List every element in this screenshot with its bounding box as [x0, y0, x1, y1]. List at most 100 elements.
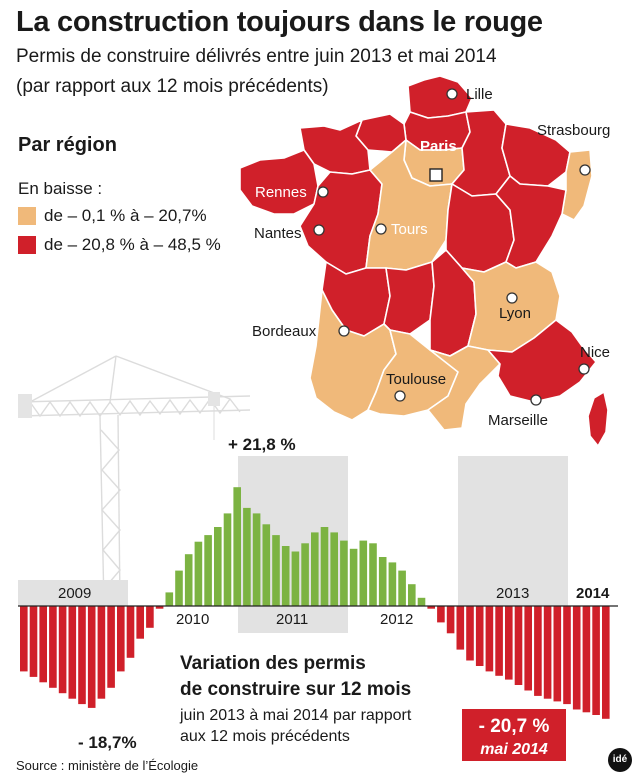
bar-11: [126, 606, 135, 658]
city-label-lyon: Lyon: [499, 305, 531, 322]
subtitle-line-2: (par rapport aux 12 mois précédents): [16, 76, 329, 97]
region-corse: [587, 391, 609, 447]
bar-33: [340, 540, 348, 606]
bar-35: [359, 540, 368, 606]
legend-item-dark: de – 20,8 % à – 48,5 %: [18, 235, 221, 255]
crane-hook: [208, 392, 220, 406]
bar-34: [349, 548, 358, 606]
region-lorraine: [501, 123, 571, 187]
year-label-2014: 2014: [576, 585, 610, 602]
publisher-logo: idé: [608, 748, 632, 772]
annotation-latest-date: mai 2014: [480, 741, 548, 758]
year-label-2010: 2010: [176, 611, 209, 628]
bar-28: [291, 551, 300, 606]
bar-23: [243, 507, 251, 606]
bar-18: [194, 541, 203, 606]
bar-2: [39, 606, 47, 683]
city-label-nice: Nice: [580, 344, 610, 361]
city-label-nantes: Nantes: [254, 225, 302, 242]
region-franche-comte: [495, 175, 567, 269]
city-markers: [313, 88, 591, 406]
chart-subtitle-line-2: aux 12 mois précédents: [180, 728, 350, 745]
bar-55: [553, 606, 562, 702]
bar-46: [466, 606, 474, 661]
bar-56: [563, 606, 571, 705]
bar-32: [330, 532, 338, 606]
bar-29: [301, 543, 309, 606]
bar-31: [320, 527, 329, 606]
source-note: Source : ministère de l’Écologie: [16, 758, 199, 773]
legend-heading: Par région: [18, 134, 117, 156]
bar-51: [514, 606, 523, 685]
bar-4: [58, 606, 67, 694]
bar-series: [20, 487, 610, 719]
latest-value-box: - 20,7 % mai 2014: [462, 709, 566, 761]
bar-57: [572, 606, 581, 710]
year-label-2011: 2011: [276, 611, 308, 628]
bar-5: [68, 606, 77, 699]
bar-45: [456, 606, 465, 650]
legend-item-light: de – 0,1 % à – 20,7%: [18, 206, 207, 226]
bar-7: [87, 606, 96, 708]
bar-13: [146, 606, 154, 628]
bar-19: [204, 535, 212, 606]
bar-21: [223, 513, 232, 607]
bar-15: [165, 592, 174, 606]
region-languedoc: [427, 345, 501, 431]
bar-41: [417, 597, 426, 606]
city-label-strasbourg: Strasbourg: [537, 122, 610, 139]
region-paca: [487, 319, 597, 403]
city-label-bordeaux: Bordeaux: [252, 323, 317, 340]
bar-12: [136, 606, 144, 639]
annotation-latest-value: - 20,7 %: [479, 716, 550, 737]
bar-38: [388, 562, 397, 606]
legend-label-light: de – 0,1 % à – 20,7%: [44, 206, 207, 225]
bar-6: [78, 606, 86, 705]
bar-60: [602, 606, 610, 719]
year-label-2012: 2012: [380, 611, 413, 628]
region-limousin: [383, 261, 435, 335]
bar-39: [398, 570, 406, 606]
crane-counterweight: [18, 394, 32, 418]
bar-37: [378, 557, 387, 607]
bar-43: [437, 606, 445, 623]
legend-subheading: En baisse :: [18, 179, 103, 198]
bar-47: [475, 606, 484, 666]
bar-0: [20, 606, 28, 672]
bar-26: [272, 535, 280, 606]
chart-title-line-2: de construire sur 12 mois: [180, 679, 411, 700]
annotation-peak: + 21,8 %: [228, 435, 296, 454]
bar-50: [505, 606, 513, 680]
bar-24: [252, 513, 261, 607]
bar-14: [155, 606, 164, 609]
city-label-tours: Tours: [391, 221, 428, 238]
bar-27: [281, 546, 290, 606]
chart-title-line-1: Variation des permis: [180, 653, 366, 674]
bar-10: [117, 606, 125, 672]
legend-swatch-dark: [18, 236, 36, 254]
bar-9: [107, 606, 115, 688]
year-label-2013: 2013: [496, 585, 529, 602]
bar-53: [534, 606, 542, 696]
bar-58: [582, 606, 591, 713]
subtitle-line-1: Permis de construire délivrés entre juin…: [16, 46, 497, 67]
bar-54: [543, 606, 552, 699]
chart-subtitle-line-1: juin 2013 à mai 2014 par rapport: [179, 707, 412, 724]
bar-16: [175, 570, 183, 606]
bar-22: [233, 487, 241, 606]
bar-25: [262, 524, 271, 607]
year-labels: 2009 2010 2011 2012 2013 2014: [58, 585, 610, 628]
bar-44: [446, 606, 455, 634]
bar-17: [184, 554, 193, 606]
bar-3: [49, 606, 57, 688]
city-labels: Lille Strasbourg Paris Rennes Nantes Tou…: [252, 86, 610, 429]
paris-marker: [429, 168, 443, 182]
bar-42: [427, 606, 435, 609]
region-nord: [407, 75, 473, 119]
bar-49: [495, 606, 503, 676]
bar-48: [485, 606, 494, 672]
legend-swatch-light: [18, 207, 36, 225]
year-label-2009: 2009: [58, 585, 91, 602]
bar-36: [369, 543, 377, 606]
